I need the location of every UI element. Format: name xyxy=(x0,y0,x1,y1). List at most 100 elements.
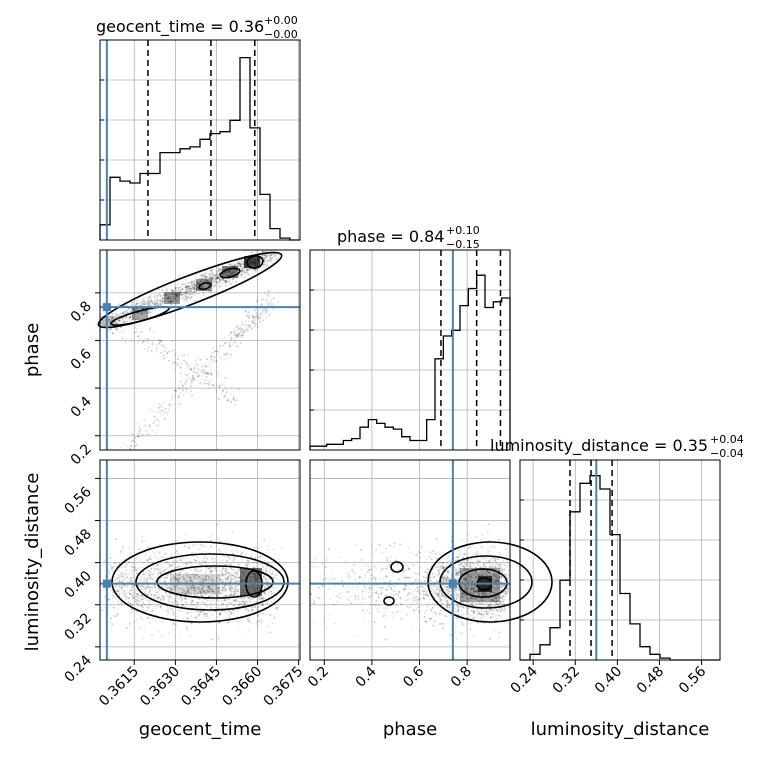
sample-point xyxy=(183,292,185,294)
sample-point xyxy=(209,274,212,277)
sample-point xyxy=(179,565,182,568)
sample-point xyxy=(195,559,198,562)
sample-point xyxy=(233,399,236,401)
sample-point xyxy=(134,307,136,310)
sample-point xyxy=(148,591,151,594)
sample-point xyxy=(184,571,186,574)
sample-point xyxy=(195,363,198,366)
sample-point xyxy=(140,312,143,315)
sample-point xyxy=(273,587,275,589)
sample-point xyxy=(193,291,196,293)
sample-point xyxy=(111,317,114,320)
sample-point xyxy=(169,300,172,302)
sample-point xyxy=(238,608,241,611)
sample-point xyxy=(270,600,273,603)
sample-point xyxy=(233,611,235,614)
sample-point xyxy=(169,295,172,298)
sample-point xyxy=(217,277,220,279)
sample-point xyxy=(204,604,207,606)
sample-point xyxy=(233,341,236,344)
sample-point xyxy=(226,399,229,401)
sample-point xyxy=(228,334,230,336)
sample-point xyxy=(223,540,226,543)
sample-point xyxy=(241,267,243,269)
sample-point xyxy=(153,415,156,418)
sample-point xyxy=(148,556,151,559)
sample-point xyxy=(263,257,266,259)
sample-point xyxy=(242,331,244,334)
sample-point xyxy=(211,533,214,536)
sample-point xyxy=(187,287,190,290)
sample-point xyxy=(165,293,168,296)
sample-point xyxy=(150,294,152,297)
sample-point xyxy=(268,295,270,298)
sample-point xyxy=(216,365,219,368)
sample-point xyxy=(241,321,243,324)
sample-point xyxy=(176,295,179,298)
sample-point xyxy=(252,317,255,320)
sample-point xyxy=(238,327,241,330)
sample-point xyxy=(252,317,255,320)
sample-point xyxy=(136,435,139,438)
sample-point xyxy=(127,546,130,549)
sample-point xyxy=(211,284,214,287)
sample-point xyxy=(259,563,262,565)
sample-point xyxy=(185,361,188,364)
sample-point xyxy=(254,315,257,318)
sample-point xyxy=(195,371,198,374)
sample-point xyxy=(187,283,189,286)
sample-point xyxy=(155,304,158,307)
sample-point xyxy=(116,613,118,615)
sample-point xyxy=(177,402,180,405)
sample-point xyxy=(163,401,166,404)
sample-point xyxy=(145,312,148,315)
sample-point xyxy=(245,272,248,275)
sample-point xyxy=(264,264,267,266)
sample-point xyxy=(177,358,179,360)
sample-point xyxy=(204,272,207,274)
sample-point xyxy=(239,342,242,344)
sample-point xyxy=(239,264,242,267)
sample-point xyxy=(235,345,238,348)
sample-point xyxy=(240,328,243,331)
sample-point xyxy=(205,376,208,378)
sample-point xyxy=(265,256,268,259)
sample-point xyxy=(266,309,269,312)
sample-point xyxy=(213,279,216,282)
sample-point xyxy=(182,298,185,301)
sample-point xyxy=(171,300,174,302)
sample-point xyxy=(206,272,209,274)
sample-point xyxy=(144,303,147,305)
sample-point xyxy=(236,262,239,264)
sample-point xyxy=(179,388,181,391)
sample-point xyxy=(175,295,177,298)
sample-point xyxy=(208,277,211,279)
sample-point xyxy=(175,295,178,298)
sample-point xyxy=(253,269,256,272)
sample-point xyxy=(132,437,135,439)
sample-point xyxy=(232,278,235,281)
sample-point xyxy=(212,384,215,387)
sample-point xyxy=(134,437,137,439)
sample-point xyxy=(119,551,122,554)
sample-point xyxy=(188,288,191,290)
sample-point xyxy=(225,280,227,283)
sample-point xyxy=(154,296,156,298)
sample-point xyxy=(265,311,267,314)
sample-point xyxy=(159,304,162,306)
sample-point xyxy=(149,424,152,426)
sample-point xyxy=(132,439,135,442)
sample-point xyxy=(211,358,213,361)
sample-point xyxy=(205,269,208,272)
sample-point xyxy=(249,562,252,564)
sample-point xyxy=(186,292,189,295)
sample-point xyxy=(154,303,157,306)
sample-point xyxy=(185,294,188,297)
sample-point xyxy=(174,360,177,363)
sample-point xyxy=(184,299,187,302)
sample-point xyxy=(266,264,269,267)
sample-point xyxy=(219,550,221,553)
sample-point xyxy=(168,350,171,353)
sample-point xyxy=(262,297,265,300)
sample-point xyxy=(141,307,144,310)
